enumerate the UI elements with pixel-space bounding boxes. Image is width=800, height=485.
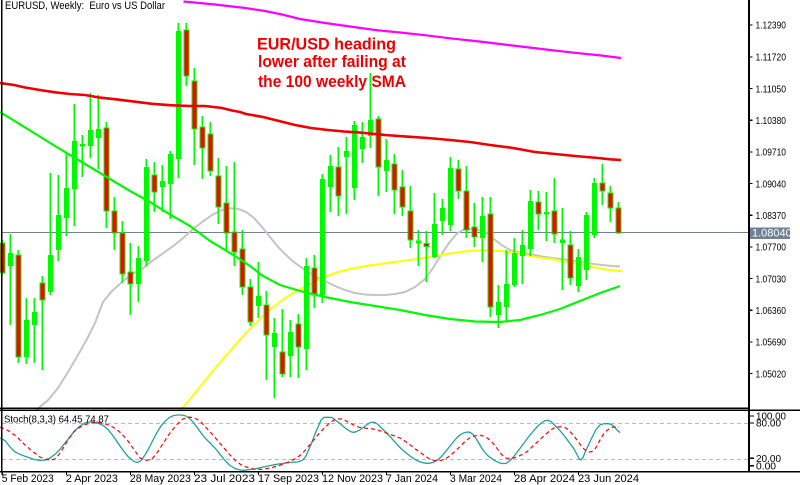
svg-text:1.11720: 1.11720 bbox=[756, 52, 787, 64]
svg-text:the 100 weekly SMA: the 100 weekly SMA bbox=[258, 73, 406, 91]
svg-text:Stoch(8,3,3) 64.45 74.87: Stoch(8,3,3) 64.45 74.87 bbox=[4, 414, 109, 426]
svg-text:28 May 2023: 28 May 2023 bbox=[130, 473, 191, 485]
svg-text:5 Feb 2023: 5 Feb 2023 bbox=[2, 473, 54, 485]
svg-text:1.05690: 1.05690 bbox=[756, 337, 787, 349]
svg-text:EURUSD, Weekly: Euro vs US Do: EURUSD, Weekly: Euro vs US Dollar bbox=[5, 0, 165, 12]
svg-text:1.12390: 1.12390 bbox=[756, 20, 787, 32]
svg-text:100.00: 100.00 bbox=[756, 411, 786, 423]
svg-text:3 Mar 2024: 3 Mar 2024 bbox=[450, 473, 502, 485]
svg-text:1.05020: 1.05020 bbox=[756, 368, 787, 380]
svg-text:80.00: 80.00 bbox=[756, 418, 781, 430]
svg-text:1.08040: 1.08040 bbox=[752, 228, 792, 240]
svg-text:1.07030: 1.07030 bbox=[756, 273, 787, 285]
svg-text:EUR/USD heading: EUR/USD heading bbox=[257, 36, 396, 54]
svg-text:23 Jul 2023: 23 Jul 2023 bbox=[194, 473, 255, 485]
svg-text:7 Jan 2024: 7 Jan 2024 bbox=[386, 473, 438, 485]
svg-text:lower after failing at: lower after failing at bbox=[258, 53, 406, 71]
svg-text:0.00: 0.00 bbox=[756, 461, 776, 473]
svg-text:1.07700: 1.07700 bbox=[756, 242, 787, 254]
svg-text:12 Nov 2023: 12 Nov 2023 bbox=[322, 473, 383, 485]
svg-text:2 Apr 2023: 2 Apr 2023 bbox=[66, 473, 118, 485]
svg-text:1.08370: 1.08370 bbox=[756, 210, 787, 222]
svg-text:1.06360: 1.06360 bbox=[756, 305, 787, 317]
svg-text:1.09040: 1.09040 bbox=[756, 178, 787, 190]
svg-text:1.10380: 1.10380 bbox=[756, 115, 787, 127]
svg-text:1.11050: 1.11050 bbox=[756, 83, 787, 95]
svg-text:28 Apr 2024: 28 Apr 2024 bbox=[514, 473, 575, 485]
svg-text:17 Sep 2023: 17 Sep 2023 bbox=[258, 473, 319, 485]
svg-text:1.09710: 1.09710 bbox=[756, 147, 787, 159]
svg-text:23 Jun 2024: 23 Jun 2024 bbox=[578, 473, 639, 485]
svg-text:20.00: 20.00 bbox=[756, 453, 781, 465]
